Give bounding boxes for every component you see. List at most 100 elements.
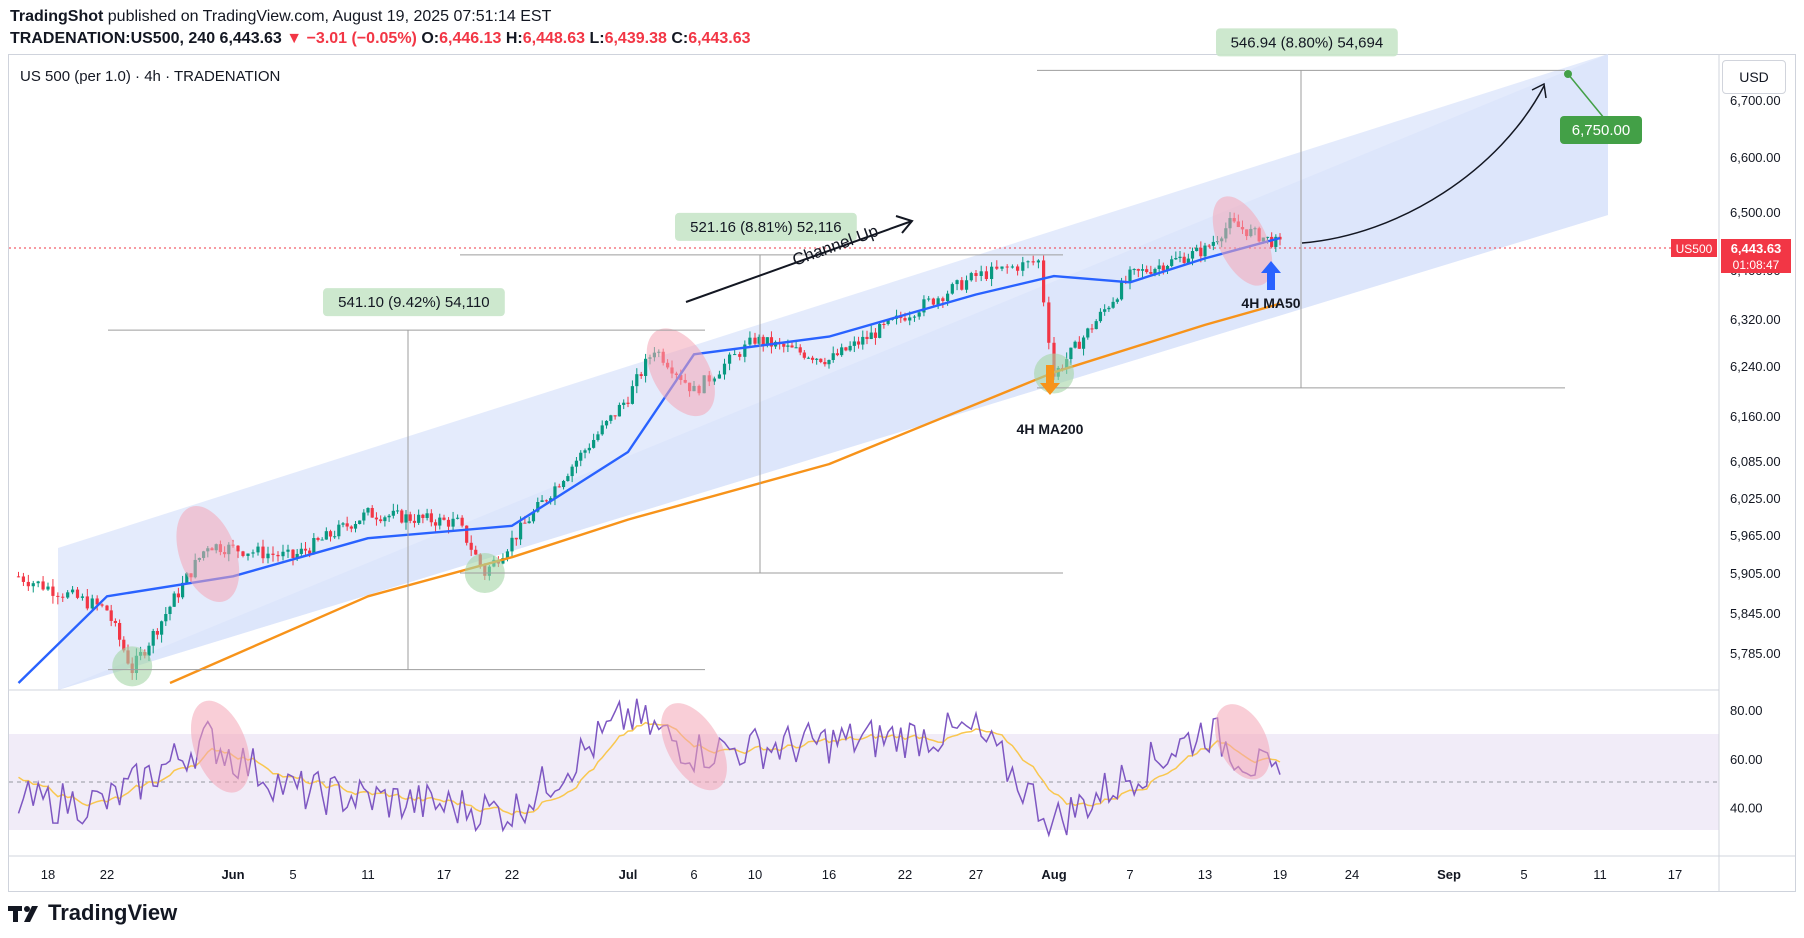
candle-body [56,595,60,597]
candle-body [85,596,89,609]
candle-body [626,402,630,404]
time-tick-label: 5 [1520,867,1527,882]
candle-body [831,353,835,360]
candle-body [333,536,337,538]
candle-body [1016,266,1020,271]
candle-body [320,539,324,541]
down-arrow-icon: ▼ [286,30,303,47]
candle-body [370,507,374,518]
candle-body [31,583,35,587]
price-tick-label: 6,700.00 [1730,93,1781,108]
candle-body [827,359,831,365]
candle-body [90,598,94,609]
candle-body [523,522,527,524]
time-tick-label: Aug [1041,867,1066,882]
footer-logo[interactable]: TradingView [8,900,177,926]
time-tick-label: 24 [1345,867,1359,882]
candle-body [969,273,973,281]
candle-body [26,581,30,587]
target-connector [1567,73,1605,119]
rsi-tick-label: 40.00 [1730,800,1763,815]
time-tick-label: 7 [1126,867,1133,882]
candle-body [536,502,540,512]
candle-body [540,500,544,503]
candle-body [549,498,553,501]
candle-body [596,434,600,440]
candle-body [806,357,811,359]
candle-body [75,589,80,598]
candle-body [312,538,316,554]
candle-body [514,537,518,540]
candle-body [337,524,341,537]
candle-body [1103,309,1107,312]
candle-body [1031,261,1035,263]
candle-body [609,415,613,421]
candle-body [941,298,945,302]
projection-arrow-head [1531,82,1547,99]
candle-body [1274,236,1278,247]
range-label: 541.10 (9.42%) 54,110 [338,294,490,311]
time-tick-label: Jul [619,867,638,882]
candle-body [16,576,21,578]
currency-button[interactable]: USD [1722,60,1786,94]
published-info: published on TradingView.com, August 19,… [107,8,552,25]
candle-body [1128,269,1132,283]
candle-body [80,596,85,598]
candle-body [1132,269,1136,271]
publisher-name: TradingShot [10,8,104,25]
candle-body [950,284,954,294]
candle-body [955,280,959,285]
tradingview-logo-icon [8,906,38,922]
ma50-label: 4H MA50 [1241,295,1300,311]
candle-body [1026,261,1030,263]
top-highlight [646,328,715,417]
candle-body [21,576,26,582]
top-highlight [176,506,240,602]
candle-body [358,520,362,524]
open-value: 6,446.13 [439,30,502,47]
candle-body [421,514,425,518]
candle-body [727,354,732,364]
price-tick-label: 6,025.00 [1730,491,1781,506]
candle-body [256,546,260,553]
candle-body [408,514,412,521]
candle-body [70,589,75,593]
ohlc-line: TRADENATION:US500, 240 6,443.63 ▼ −3.01 … [10,30,750,48]
candle-body [429,513,433,523]
candle-body [456,517,460,519]
candle-body [1069,347,1073,360]
candle-body [176,593,180,598]
candle-body [1265,236,1270,238]
candle-body [276,554,280,557]
time-tick-label: Jun [221,867,244,882]
candle-body [46,586,50,590]
candle-body [712,378,716,382]
candle-body [882,323,886,325]
candle-body [798,347,802,353]
time-tick-label: 18 [41,867,55,882]
time-tick-label: 22 [505,867,519,882]
price-tag-countdown: 01:08:47 [1733,258,1780,272]
candle-body [433,522,438,526]
candle-body [425,513,429,518]
candle-body [1145,269,1149,273]
candle-body [604,420,609,426]
candle-body [1042,260,1046,303]
symbol-tag: US500 [1676,242,1713,256]
time-tick-label: 11 [1593,867,1607,882]
candle-body [66,592,70,598]
candle-body [974,273,978,276]
candle-body [465,525,469,543]
candle-body [168,606,172,615]
candle-body [583,450,587,453]
candle-body [474,549,478,555]
candle-body [861,336,865,345]
candle-body [761,336,765,346]
rsi-highlight [661,703,727,791]
ma200-arrow-icon [1040,365,1060,395]
candle-body [518,522,523,540]
candle-body [922,299,926,313]
rsi-highlight [190,700,250,793]
candle-body [865,336,869,340]
